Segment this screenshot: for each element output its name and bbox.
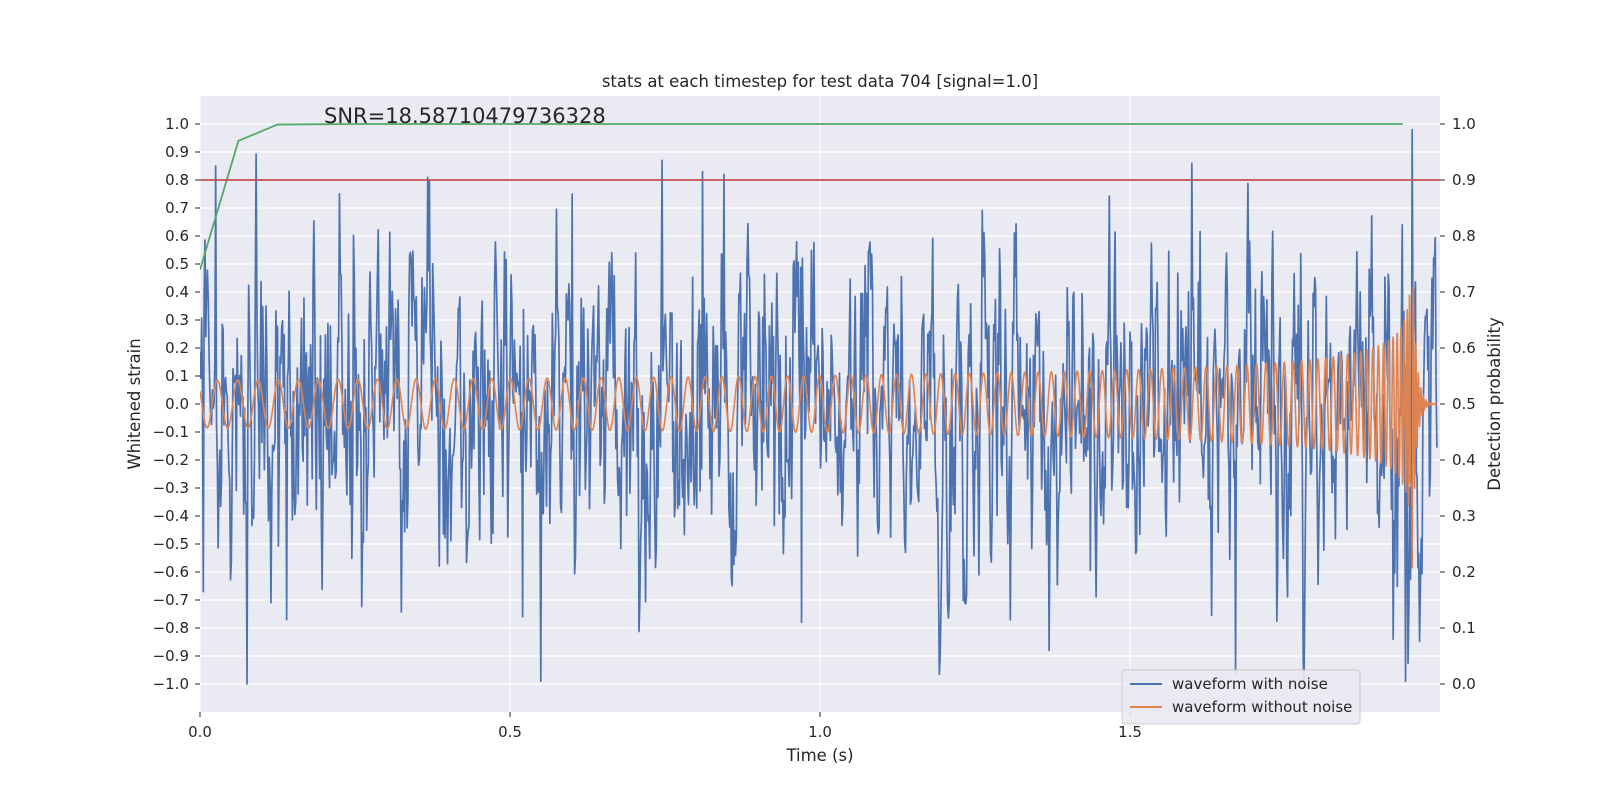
snr-annotation: SNR=18.58710479736328 — [324, 104, 606, 128]
chart-title: stats at each timestep for test data 704… — [602, 72, 1038, 91]
y2-axis-ticks: 1.0 0.9 0.8 0.7 0.6 0.5 0.4 0.3 0.2 0.1 0.0 — [1440, 115, 1476, 693]
y-tick-label: −0.5 — [153, 535, 189, 553]
y-tick-label: −0.6 — [153, 563, 189, 581]
y-tick-label: 0.3 — [165, 311, 189, 329]
y2-tick-label: 0.9 — [1452, 171, 1476, 189]
x-tick-label: 0.0 — [188, 723, 212, 741]
series-detection-probability — [200, 123, 1403, 270]
y-tick-label: 0.8 — [165, 171, 189, 189]
y-tick-label: 0.4 — [165, 283, 189, 301]
y-tick-label: 0.2 — [165, 339, 189, 357]
x-axis-label: Time (s) — [785, 746, 853, 765]
y2-tick-label: 0.7 — [1452, 283, 1476, 301]
y-tick-label: −0.8 — [153, 619, 189, 637]
y-tick-label: 0.0 — [165, 395, 189, 413]
y-tick-label: −0.2 — [153, 451, 189, 469]
y2-tick-label: 0.2 — [1452, 563, 1476, 581]
y-axis-ticks: 1.0 0.9 0.8 0.7 0.6 0.5 0.4 0.3 0.2 0.1 0.0 −0.1 −0.… — [153, 115, 200, 693]
y2-tick-label: 1.0 — [1452, 115, 1476, 133]
y2-tick-label: 0.4 — [1452, 451, 1476, 469]
x-tick-label: 1.5 — [1118, 723, 1142, 741]
y-tick-label: −0.1 — [153, 423, 189, 441]
y-tick-label: −0.3 — [153, 479, 189, 497]
y-tick-label: −0.4 — [153, 507, 189, 525]
legend-label-noise: waveform with noise — [1172, 675, 1328, 693]
y2-tick-label: 0.5 — [1452, 395, 1476, 413]
y-tick-label: 0.7 — [165, 199, 189, 217]
y2-tick-label: 0.0 — [1452, 675, 1476, 693]
legend: waveform with noise waveform without noi… — [1121, 669, 1361, 725]
x-tick-label: 0.5 — [498, 723, 522, 741]
y-tick-label: 0.6 — [165, 227, 189, 245]
y-tick-label: 0.1 — [165, 367, 189, 385]
y-tick-label: 1.0 — [165, 115, 189, 133]
y2-tick-label: 0.3 — [1452, 507, 1476, 525]
x-axis-ticks: 0.0 0.5 1.0 1.5 — [188, 712, 1142, 741]
y-tick-label: 0.9 — [165, 143, 189, 161]
y-tick-label: −0.9 — [153, 647, 189, 665]
x-tick-label: 1.0 — [808, 723, 832, 741]
y2-tick-label: 0.1 — [1452, 619, 1476, 637]
y-tick-label: 0.5 — [165, 255, 189, 273]
y-tick-label: −1.0 — [153, 675, 189, 693]
y-tick-label: −0.7 — [153, 591, 189, 609]
y2-tick-label: 0.8 — [1452, 227, 1476, 245]
y2-tick-label: 0.6 — [1452, 339, 1476, 357]
legend-label-clean: waveform without noise — [1172, 698, 1352, 716]
series-waveform-without-noise — [200, 285, 1438, 569]
legend-box — [1121, 669, 1361, 725]
series-layer — [200, 123, 1440, 685]
y2-axis-label: Detection probability — [1485, 317, 1504, 491]
y-axis-label: Whitened strain — [125, 338, 144, 469]
